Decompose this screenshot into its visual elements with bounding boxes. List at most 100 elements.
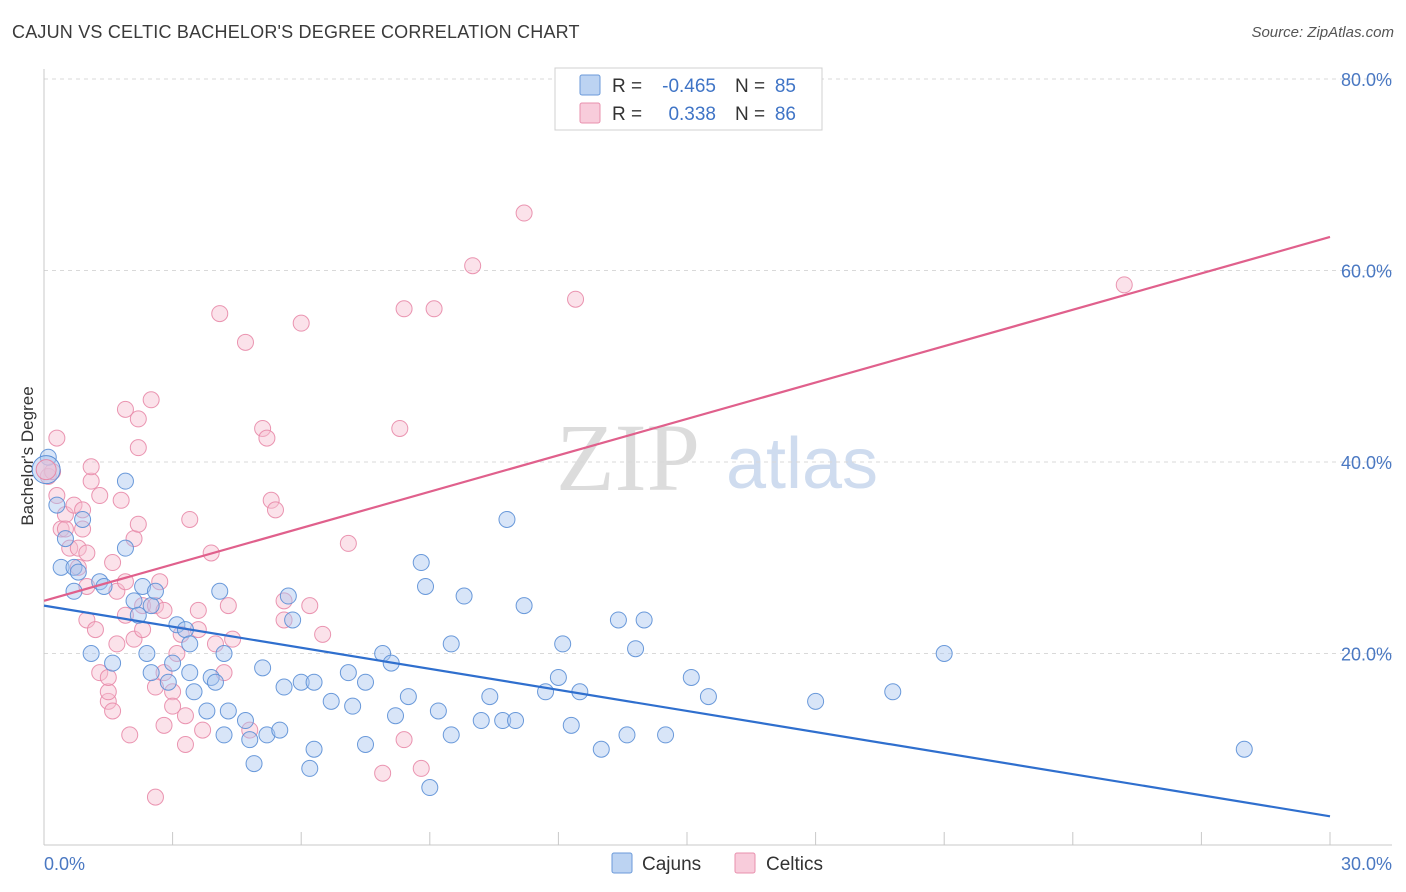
cajun-point: [515, 597, 533, 615]
celtic-point: [155, 664, 173, 682]
series-legend: Cajuns Celtics: [611, 852, 823, 875]
cajun-point: [682, 668, 700, 686]
celtic-point: [254, 419, 272, 437]
cajun-point: [472, 712, 490, 730]
celtic-point: [301, 597, 319, 615]
celtic-point: [155, 716, 173, 734]
celtic-point: [412, 759, 430, 777]
celtic-point: [91, 664, 109, 682]
celtic-point: [236, 333, 254, 351]
cajun-point: [104, 654, 122, 672]
cajun-point: [357, 735, 374, 753]
cajun-point: [399, 688, 417, 706]
y-tick-label: 60.0%: [1341, 262, 1392, 282]
y-tick-label: 40.0%: [1341, 453, 1392, 473]
cajun-r-label: R =: [612, 76, 642, 97]
cajun-point: [627, 640, 645, 658]
celtic-point: [91, 487, 109, 505]
y-tick-label: 20.0%: [1341, 645, 1392, 665]
celtic-point: [82, 472, 100, 490]
celtic-point: [1115, 276, 1133, 294]
cajun-point: [554, 635, 572, 653]
cajun-point: [181, 635, 199, 653]
celtic-point: [258, 429, 276, 447]
celtic-point: [74, 501, 92, 519]
cajun-point: [215, 645, 233, 662]
celtic-point: [35, 459, 57, 481]
cajun-point: [82, 645, 100, 662]
cajun-point: [48, 496, 66, 514]
celtic-point: [164, 683, 182, 701]
cajun-r-value: -0.465: [662, 76, 716, 97]
cajun-point: [884, 683, 902, 701]
celtic-point: [146, 597, 164, 615]
cajun-point: [56, 530, 74, 548]
legend-label-celtics: Celtics: [766, 854, 823, 875]
celtic-point: [464, 257, 482, 275]
celtic-point: [99, 668, 117, 686]
celtic-point: [567, 290, 585, 308]
celtic-point: [224, 630, 242, 648]
celtic-point: [151, 573, 169, 591]
celtic-point: [61, 539, 79, 557]
celtic-point: [48, 429, 66, 447]
cajun-trendline: [43, 604, 1331, 818]
cajun-point: [198, 702, 216, 720]
celtic-point: [56, 520, 74, 538]
cajun-point: [275, 678, 293, 696]
source-label: Source: ZipAtlas.com: [1251, 24, 1394, 41]
celtic-point: [206, 635, 224, 653]
celtic-n-value: 86: [775, 104, 796, 125]
legend-swatch-celtics: [734, 852, 756, 874]
cajun-point: [1235, 740, 1253, 758]
celtic-point: [74, 520, 92, 538]
celtic-point: [168, 645, 186, 662]
celtic-point: [134, 621, 152, 639]
celtic-point: [241, 721, 259, 739]
celtic-point: [129, 410, 147, 428]
cajun-point: [206, 673, 224, 691]
celtic-point: [99, 692, 117, 710]
celtic-point: [194, 721, 212, 739]
celtic-point: [134, 597, 152, 615]
celtic-point: [219, 597, 237, 615]
cajun-point: [116, 539, 134, 557]
cajun-point: [344, 697, 362, 715]
celtic-point: [65, 496, 83, 514]
cajun-point: [618, 726, 636, 744]
cajun-point: [498, 510, 516, 528]
celtic-point: [155, 601, 173, 619]
cajun-point: [164, 654, 182, 672]
cajun-point: [236, 712, 254, 730]
cajun-point: [134, 577, 152, 595]
celtic-point: [515, 204, 533, 222]
celtic-point: [108, 635, 126, 653]
celtic-point: [292, 314, 310, 332]
celtic-point: [116, 400, 134, 418]
cajun-point: [116, 472, 134, 490]
celtic-point: [48, 487, 66, 505]
cajun-point: [357, 673, 374, 691]
celtic-n-label: N =: [735, 104, 765, 125]
celtic-point: [262, 491, 280, 509]
celtic-point: [108, 582, 126, 600]
celtic-point: [275, 611, 293, 629]
y-tick-labels: 20.0% 40.0% 60.0% 80.0%: [1341, 70, 1392, 665]
celtic-point: [129, 515, 147, 533]
cajun-point: [181, 664, 199, 682]
cajun-point: [481, 688, 499, 706]
trendlines: [43, 235, 1331, 818]
watermark-zip: ZIP: [556, 404, 700, 511]
cajun-point: [254, 659, 272, 677]
celtic-point: [86, 621, 104, 639]
cajun-point: [241, 731, 259, 749]
cajun-point: [549, 668, 567, 686]
cajun-point: [699, 688, 717, 706]
cajun-point: [52, 558, 70, 576]
celtic-point: [266, 501, 284, 519]
cajun-point: [609, 611, 627, 629]
cajun-point: [185, 683, 203, 701]
cajun-point: [421, 779, 439, 797]
celtic-trendline: [43, 235, 1331, 602]
